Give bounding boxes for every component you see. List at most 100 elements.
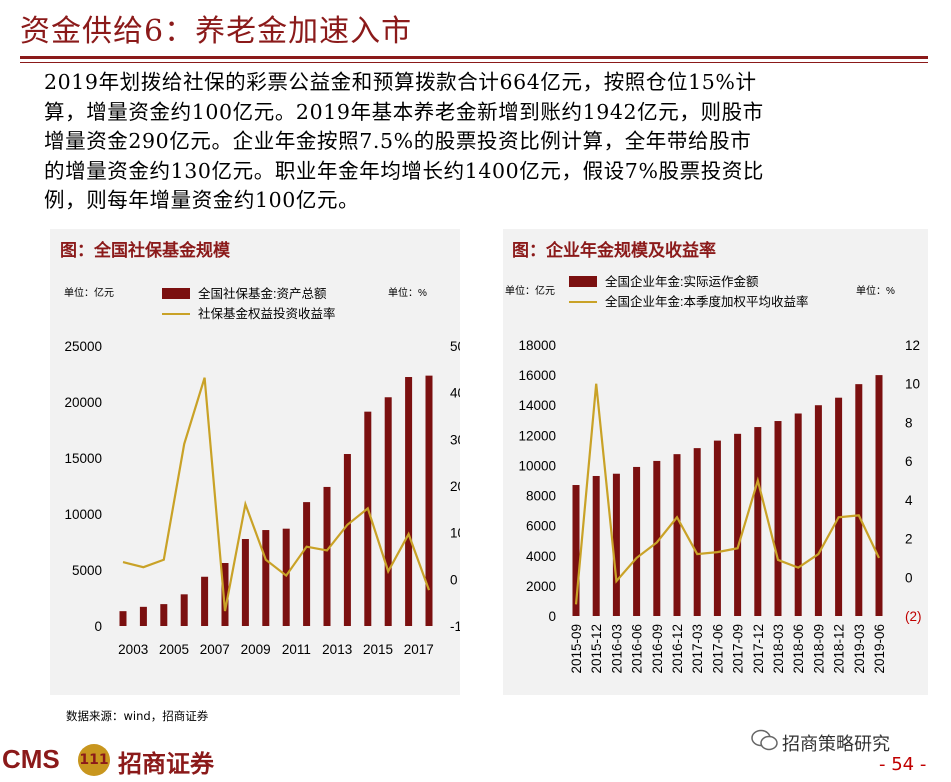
y-tick-label: 8000 <box>526 489 556 504</box>
x-tick-label: 2016-03 <box>609 624 624 674</box>
y2-tick-label: 30 <box>450 432 460 447</box>
bar <box>241 539 249 626</box>
x-tick-label: 2015-12 <box>589 624 604 674</box>
y-tick-label: 2000 <box>526 579 556 594</box>
y2-tick-label: 2 <box>905 532 913 547</box>
y-tick-label: 0 <box>548 609 556 624</box>
series-line <box>574 383 880 605</box>
page-title: 资金供给6：养老金加速入市 <box>20 14 413 49</box>
y2-tick-label: 6 <box>905 454 913 469</box>
watermark: 招商策略研究 <box>782 734 890 755</box>
y2-tick-label: 40 <box>450 386 460 401</box>
x-tick-label: 2009 <box>241 642 271 657</box>
page-number: - 54 - <box>879 754 927 775</box>
x-tick-label: 2015-09 <box>569 624 584 674</box>
bar <box>282 528 290 626</box>
y2-tick-label: 12 <box>905 338 920 353</box>
bar <box>734 433 742 616</box>
y-tick-label: 5000 <box>72 563 102 578</box>
body-line: 算，增量资金约100亿元。2019年基本养老金新增到账约1942亿元，则股市 <box>44 99 764 124</box>
bar <box>405 377 413 626</box>
unit-right-label: 单位：% <box>856 284 895 297</box>
bar <box>693 448 701 616</box>
y2-tick-label: 20 <box>450 479 460 494</box>
y2-tick-label: 4 <box>905 493 913 508</box>
data-source: 数据来源：wind，招商证券 <box>66 709 209 723</box>
y2-tick-label: 10 <box>450 526 460 541</box>
body-line: 例，则每年增量资金约100亿元。 <box>44 188 360 212</box>
body-line: 的增量资金约130亿元。职业年金年均增长约1400亿元，假设7%股票投资比 <box>44 158 765 183</box>
unit-left-label: 单位：亿元 <box>64 286 114 299</box>
legend-bar-swatch <box>569 276 597 287</box>
chart-title-social-security: 图：全国社保基金规模 <box>60 241 230 261</box>
unit-right-label: 单位：% <box>388 286 427 299</box>
x-tick-label: 2016-09 <box>650 624 665 674</box>
bar <box>262 530 270 626</box>
x-tick-label: 2018-03 <box>771 624 786 674</box>
x-tick-label: 2017 <box>404 642 434 657</box>
x-tick-label: 2017-03 <box>690 624 705 674</box>
x-tick-label: 2015 <box>363 642 393 657</box>
y2-tick-label: -10 <box>450 619 460 634</box>
bar <box>653 460 661 616</box>
body-paragraph: 2019年划拨给社保的彩票公益金和预算拨款合计664亿元，按照仓位15%计 算，… <box>44 68 929 216</box>
y-tick-label: 18000 <box>518 338 556 353</box>
y-tick-label: 25000 <box>64 339 102 354</box>
bar <box>794 413 802 616</box>
bar <box>343 454 351 626</box>
x-tick-label: 2005 <box>159 642 189 657</box>
bar <box>425 375 433 626</box>
x-tick-label: 2017-09 <box>731 624 746 674</box>
chart-title-enterprise-annuity: 图：企业年金规模及收益率 <box>512 241 716 261</box>
x-tick-label: 2017-12 <box>751 624 766 674</box>
bar <box>303 502 311 626</box>
legend-line-label: 全国企业年金:本季度加权平均收益率 <box>605 294 808 309</box>
series-line <box>122 377 431 612</box>
bar <box>612 473 620 616</box>
x-tick-label: 2016-12 <box>670 624 685 674</box>
y2-tick-label: 0 <box>450 572 458 587</box>
cms-logo: CMS <box>2 744 60 774</box>
wechat-icon <box>751 729 778 751</box>
x-tick-label: 2018-12 <box>832 624 847 674</box>
legend-bar-label: 全国社保基金:资产总额 <box>198 286 327 301</box>
bar <box>673 454 681 616</box>
y2-tick-label: 8 <box>905 415 913 430</box>
cms-badge-icon: 111 <box>78 744 110 776</box>
title-divider <box>20 56 928 59</box>
bar <box>221 563 229 626</box>
legend-bar-label: 全国企业年金:实际运作金额 <box>605 274 759 289</box>
body-line: 2019年划拨给社保的彩票公益金和预算拨款合计664亿元，按照仓位15%计 <box>44 70 757 94</box>
bar <box>323 486 331 626</box>
x-tick-label: 2003 <box>118 642 148 657</box>
bar <box>713 440 721 616</box>
x-tick-label: 2019-03 <box>852 624 867 674</box>
y-tick-label: 16000 <box>518 368 556 383</box>
brand-name: 招商证券 <box>118 749 214 778</box>
y-tick-label: 12000 <box>518 428 556 443</box>
y2-tick-label: 10 <box>905 377 920 392</box>
unit-left-label: 单位：亿元 <box>505 284 555 297</box>
y-tick-label: 4000 <box>526 549 556 564</box>
y2-tick-label: 50 <box>450 339 460 354</box>
bar <box>814 405 822 616</box>
x-tick-label: 2018-06 <box>791 624 806 674</box>
bar <box>119 611 127 626</box>
y-tick-label: 10000 <box>518 458 556 473</box>
bar <box>364 411 372 626</box>
bar <box>633 466 641 616</box>
legend-bar-swatch <box>162 288 190 299</box>
bar <box>754 427 762 616</box>
bar <box>875 375 883 616</box>
x-tick-label: 2017-06 <box>710 624 725 674</box>
y-tick-label: 0 <box>94 619 102 634</box>
y-tick-label: 6000 <box>526 519 556 534</box>
bar <box>855 384 863 616</box>
bar <box>774 421 782 616</box>
y2-tick-label: 0 <box>905 570 913 585</box>
title-divider-thin <box>20 62 928 63</box>
legend-line-label: 社保基金权益投资收益率 <box>198 306 336 321</box>
x-tick-label: 2011 <box>282 642 311 657</box>
